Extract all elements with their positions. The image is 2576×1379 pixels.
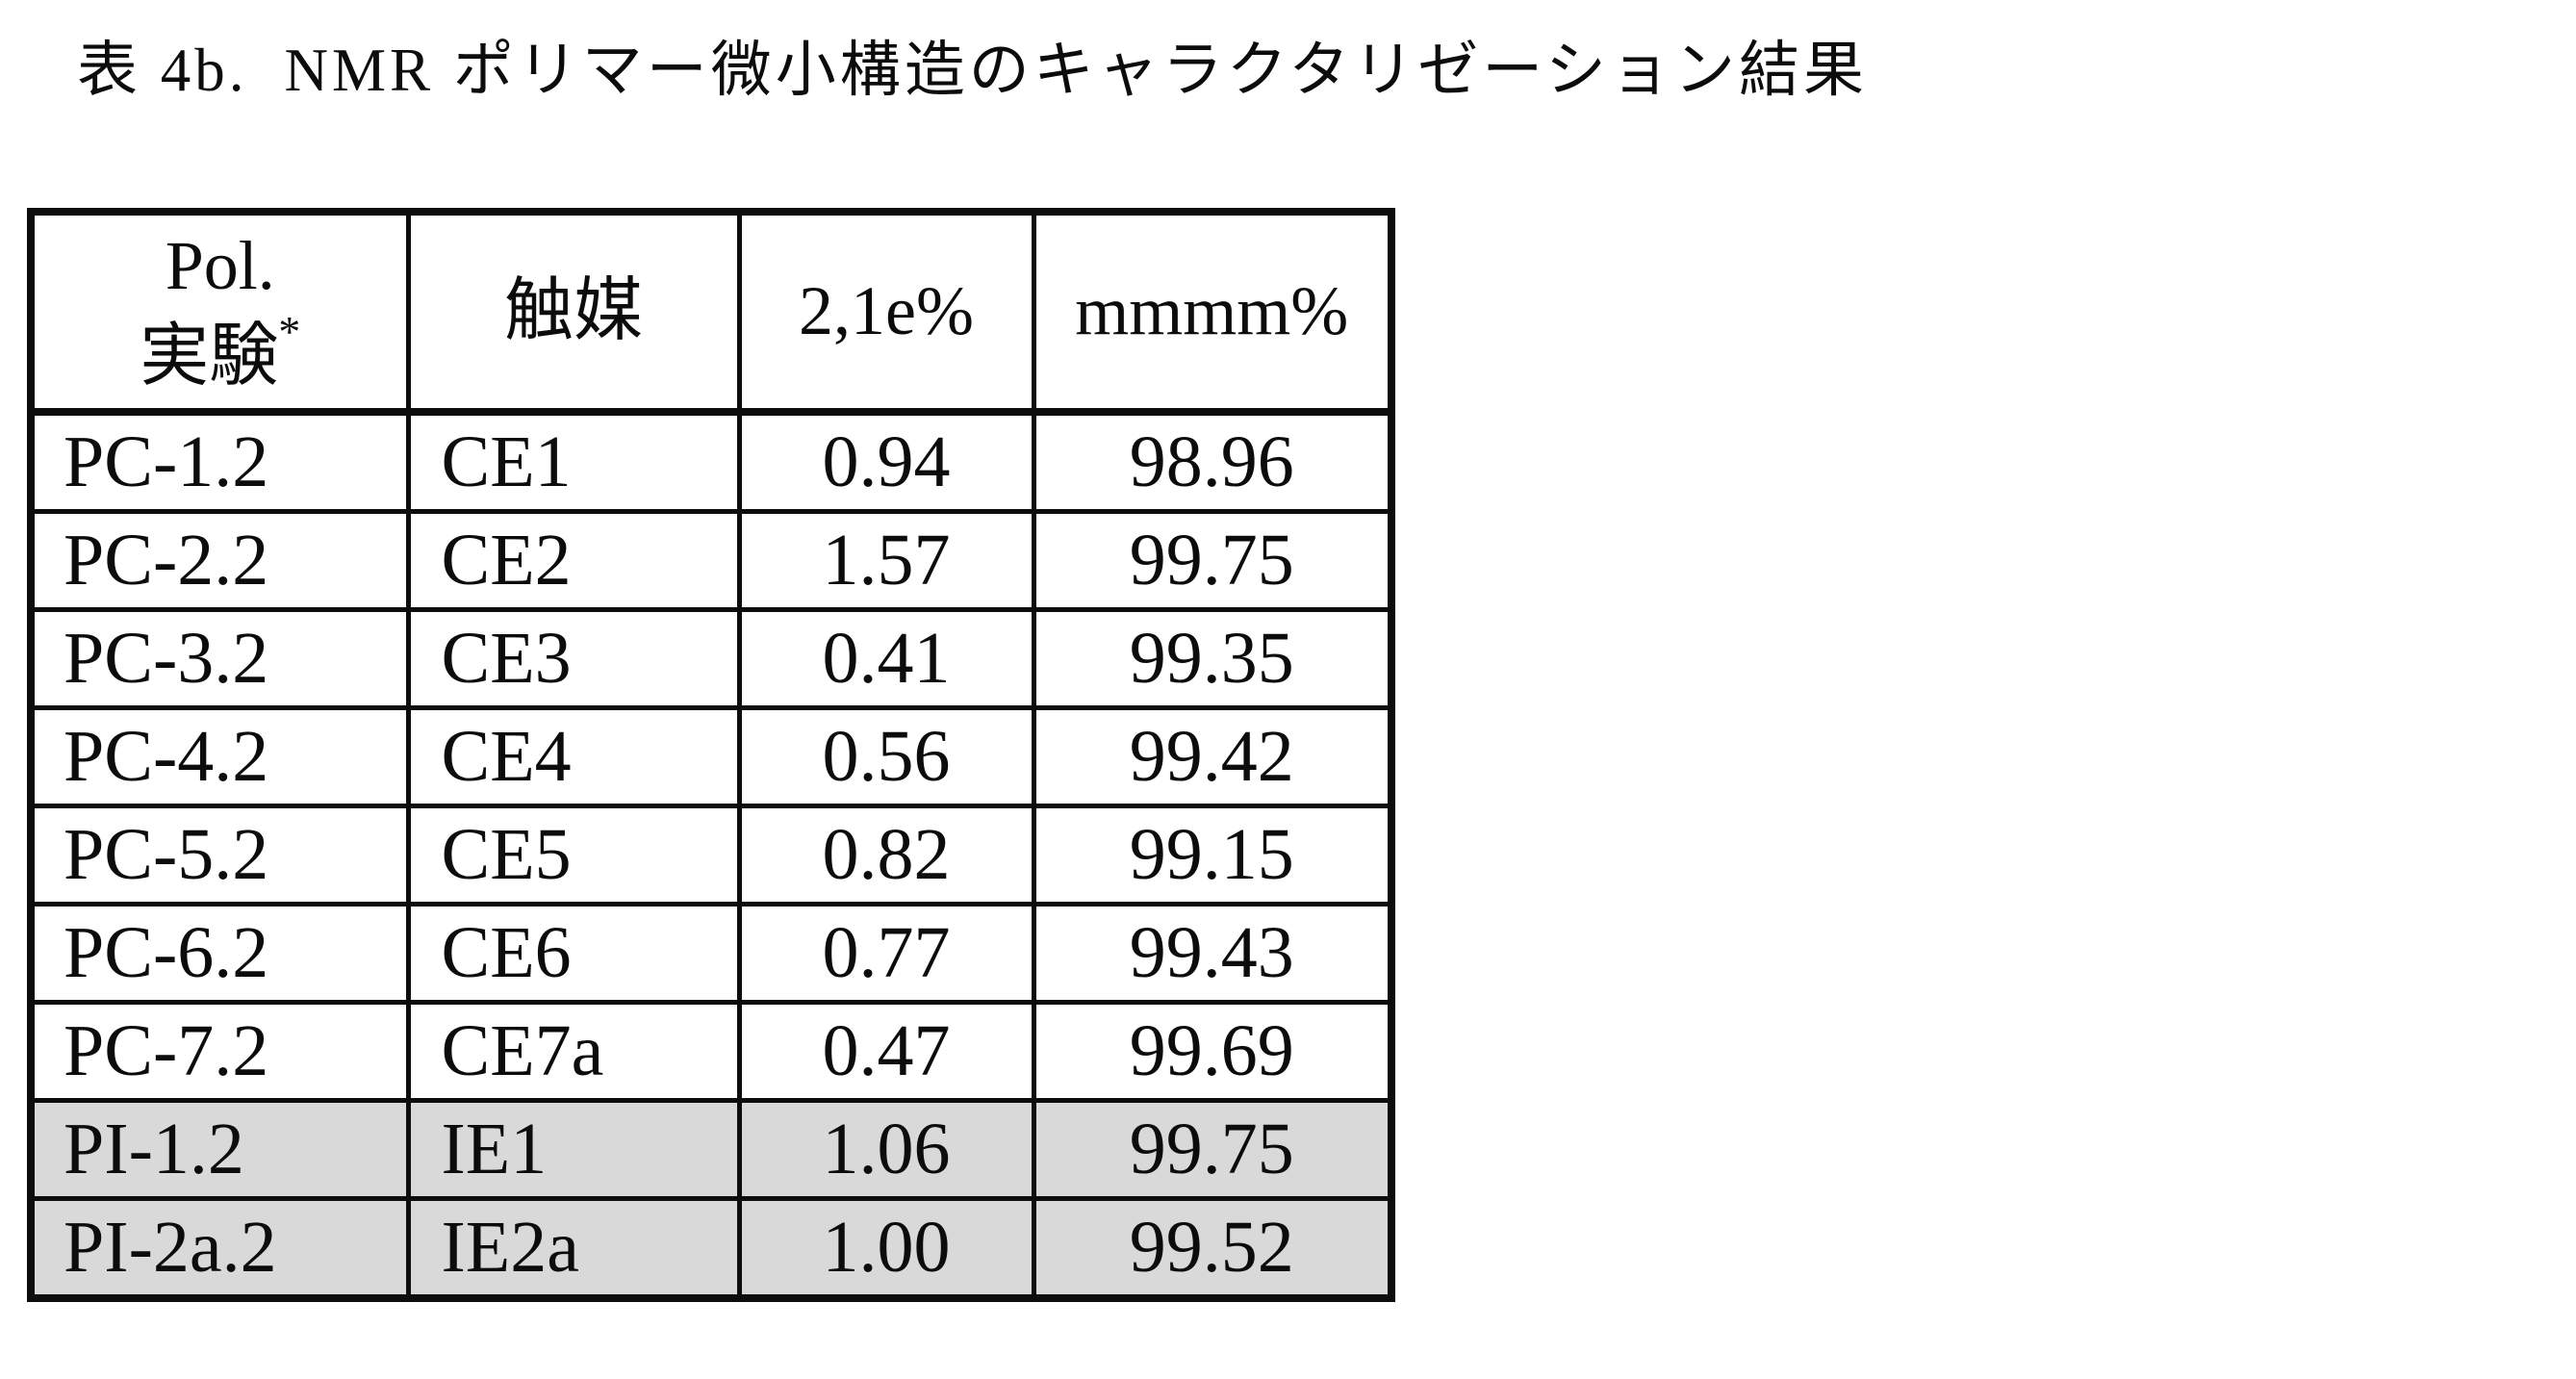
cell-catalyst: CE4	[405, 705, 742, 808]
cell-experiment: PC-2.2	[28, 509, 411, 612]
cell-21e: 1.06	[736, 1098, 1036, 1201]
header-row: Pol. 実験* 触媒 2,1e% mmmm%	[28, 209, 1394, 416]
cell-mmmm: 99.43	[1031, 902, 1394, 1005]
table-row-shaded: PI-2a.2 IE2a 1.00 99.52	[28, 1196, 1394, 1301]
cell-21e: 1.57	[736, 509, 1036, 612]
cell-experiment: PC-5.2	[28, 804, 411, 907]
table-row-shaded: PI-1.2 IE1 1.06 99.75	[28, 1098, 1394, 1201]
column-header-catalyst: 触媒	[405, 209, 742, 416]
cell-catalyst: CE7a	[405, 1000, 742, 1103]
cell-mmmm: 99.35	[1031, 607, 1394, 710]
cell-experiment: PI-2a.2	[28, 1196, 411, 1301]
cell-experiment: PC-4.2	[28, 705, 411, 808]
cell-21e: 1.00	[736, 1196, 1036, 1301]
column-header-21e: 2,1e%	[736, 209, 1036, 416]
header-experiment-line1: Pol.	[165, 227, 275, 305]
cell-experiment: PC-7.2	[28, 1000, 411, 1103]
column-header-experiment: Pol. 実験*	[28, 209, 411, 416]
cell-experiment: PC-1.2	[28, 409, 411, 514]
table-row: PC-6.2 CE6 0.77 99.43	[28, 902, 1394, 1005]
cell-mmmm: 99.42	[1031, 705, 1394, 808]
cell-mmmm: 99.75	[1031, 509, 1394, 612]
cell-mmmm: 99.52	[1031, 1196, 1394, 1301]
cell-21e: 0.82	[736, 804, 1036, 907]
cell-catalyst: CE6	[405, 902, 742, 1005]
nmr-results-table: Pol. 実験* 触媒 2,1e% mmmm% PC-1.2 CE1 0.94 …	[27, 208, 1395, 1302]
cell-mmmm: 99.75	[1031, 1098, 1394, 1201]
table-row: PC-3.2 CE3 0.41 99.35	[28, 607, 1394, 710]
column-header-mmmm: mmmm%	[1031, 209, 1394, 416]
cell-catalyst: IE2a	[405, 1196, 742, 1301]
cell-mmmm: 99.15	[1031, 804, 1394, 907]
cell-catalyst: CE1	[405, 409, 742, 514]
header-experiment-footnote-marker: *	[278, 307, 301, 356]
header-experiment-line2: 実験	[140, 318, 279, 395]
table-row: PC-5.2 CE5 0.82 99.15	[28, 804, 1394, 907]
table-row: PC-4.2 CE4 0.56 99.42	[28, 705, 1394, 808]
cell-catalyst: CE5	[405, 804, 742, 907]
table-row: PC-2.2 CE2 1.57 99.75	[28, 509, 1394, 612]
cell-mmmm: 98.96	[1031, 409, 1394, 514]
cell-21e: 0.41	[736, 607, 1036, 710]
cell-experiment: PC-3.2	[28, 607, 411, 710]
table-row: PC-1.2 CE1 0.94 98.96	[28, 409, 1394, 514]
cell-21e: 0.94	[736, 409, 1036, 514]
table-caption-text: NMR ポリマー微小構造のキャラクタリゼーション結果	[284, 37, 1869, 104]
table-caption: 表 4b. NMR ポリマー微小構造のキャラクタリゼーション結果	[77, 21, 1868, 109]
table-row: PC-7.2 CE7a 0.47 99.69	[28, 1000, 1394, 1103]
cell-21e: 0.47	[736, 1000, 1036, 1103]
cell-experiment: PI-1.2	[28, 1098, 411, 1201]
cell-mmmm: 99.69	[1031, 1000, 1394, 1103]
cell-21e: 0.77	[736, 902, 1036, 1005]
cell-21e: 0.56	[736, 705, 1036, 808]
table-caption-number: 表 4b.	[77, 37, 248, 104]
cell-catalyst: CE2	[405, 509, 742, 612]
cell-catalyst: CE3	[405, 607, 742, 710]
cell-catalyst: IE1	[405, 1098, 742, 1201]
cell-experiment: PC-6.2	[28, 902, 411, 1005]
